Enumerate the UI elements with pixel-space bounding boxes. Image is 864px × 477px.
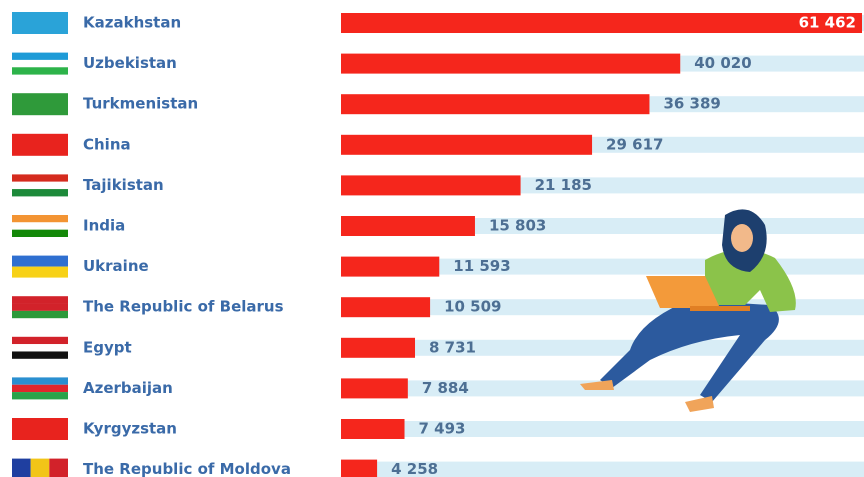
flag-part xyxy=(12,181,68,190)
bar xyxy=(341,337,416,358)
bar xyxy=(341,216,475,236)
bar xyxy=(341,419,405,439)
bar xyxy=(341,53,681,74)
bar xyxy=(341,94,650,115)
category-label: The Republic of Belarus xyxy=(83,298,284,316)
bar xyxy=(341,134,593,155)
bar xyxy=(341,297,431,318)
flag-part xyxy=(49,458,68,477)
category-label: Ukraine xyxy=(83,257,149,275)
flag-part xyxy=(12,67,68,75)
flag-part xyxy=(12,344,68,352)
flag-part xyxy=(12,52,68,60)
value-label: 8 731 xyxy=(429,338,476,356)
flag-part xyxy=(12,458,31,477)
bar xyxy=(341,175,521,196)
bar-track xyxy=(341,461,864,477)
rows: Kazakhstan 61 462 Uzbekistan 40 020 Turkmeni… xyxy=(12,12,864,477)
flag-part xyxy=(12,377,68,385)
face xyxy=(731,224,753,252)
category-label: Turkmenistan xyxy=(83,95,198,113)
bar-track xyxy=(341,421,864,437)
category-label: The Republic of Moldova xyxy=(83,460,291,477)
flag-part xyxy=(30,458,50,477)
flag-part xyxy=(12,303,68,311)
flag-part xyxy=(12,384,68,393)
flag-part xyxy=(12,93,68,116)
flag-part xyxy=(12,255,68,267)
flag-part xyxy=(12,59,68,68)
value-label: 61 462 xyxy=(799,14,856,32)
category-label: Egypt xyxy=(83,338,132,356)
flag-part xyxy=(12,418,68,440)
value-label: 7 884 xyxy=(422,379,469,397)
bar xyxy=(341,459,378,477)
flag-part xyxy=(12,189,68,197)
category-label: Kyrgyzstan xyxy=(83,420,177,438)
body xyxy=(705,249,796,312)
shoe xyxy=(580,380,614,390)
bar xyxy=(341,13,862,33)
flag-part xyxy=(12,222,68,230)
flag-part xyxy=(12,215,68,223)
flag-part xyxy=(12,133,68,156)
value-label: 10 509 xyxy=(444,298,501,316)
flag-part xyxy=(12,12,68,34)
value-label: 15 803 xyxy=(489,217,546,235)
bar xyxy=(341,378,408,399)
category-label: India xyxy=(83,217,125,235)
value-label: 21 185 xyxy=(535,176,592,194)
flag-part xyxy=(12,336,68,345)
category-label: Tajikistan xyxy=(83,176,164,194)
category-label: China xyxy=(83,135,131,153)
flag-part xyxy=(12,174,68,182)
value-label: 7 493 xyxy=(419,420,466,438)
value-label: 29 617 xyxy=(606,135,663,153)
category-label: Kazakhstan xyxy=(83,14,181,32)
flag-part xyxy=(12,310,68,319)
legs xyxy=(600,300,779,402)
laptop-base xyxy=(690,306,750,311)
category-label: Uzbekistan xyxy=(83,54,177,72)
flag-part xyxy=(12,229,68,237)
flag-part xyxy=(12,351,68,359)
category-label: Azerbaijan xyxy=(83,379,173,397)
flag-part xyxy=(12,392,68,400)
laptop xyxy=(646,276,720,308)
value-label: 40 020 xyxy=(694,54,751,72)
illustration xyxy=(580,209,796,412)
value-label: 36 389 xyxy=(663,95,720,113)
value-label: 11 593 xyxy=(453,257,510,275)
bar xyxy=(341,256,440,277)
value-label: 4 258 xyxy=(391,460,438,477)
flag-part xyxy=(12,296,68,304)
shoe xyxy=(685,396,714,412)
bar-track xyxy=(341,339,864,356)
flag-part xyxy=(12,266,68,278)
